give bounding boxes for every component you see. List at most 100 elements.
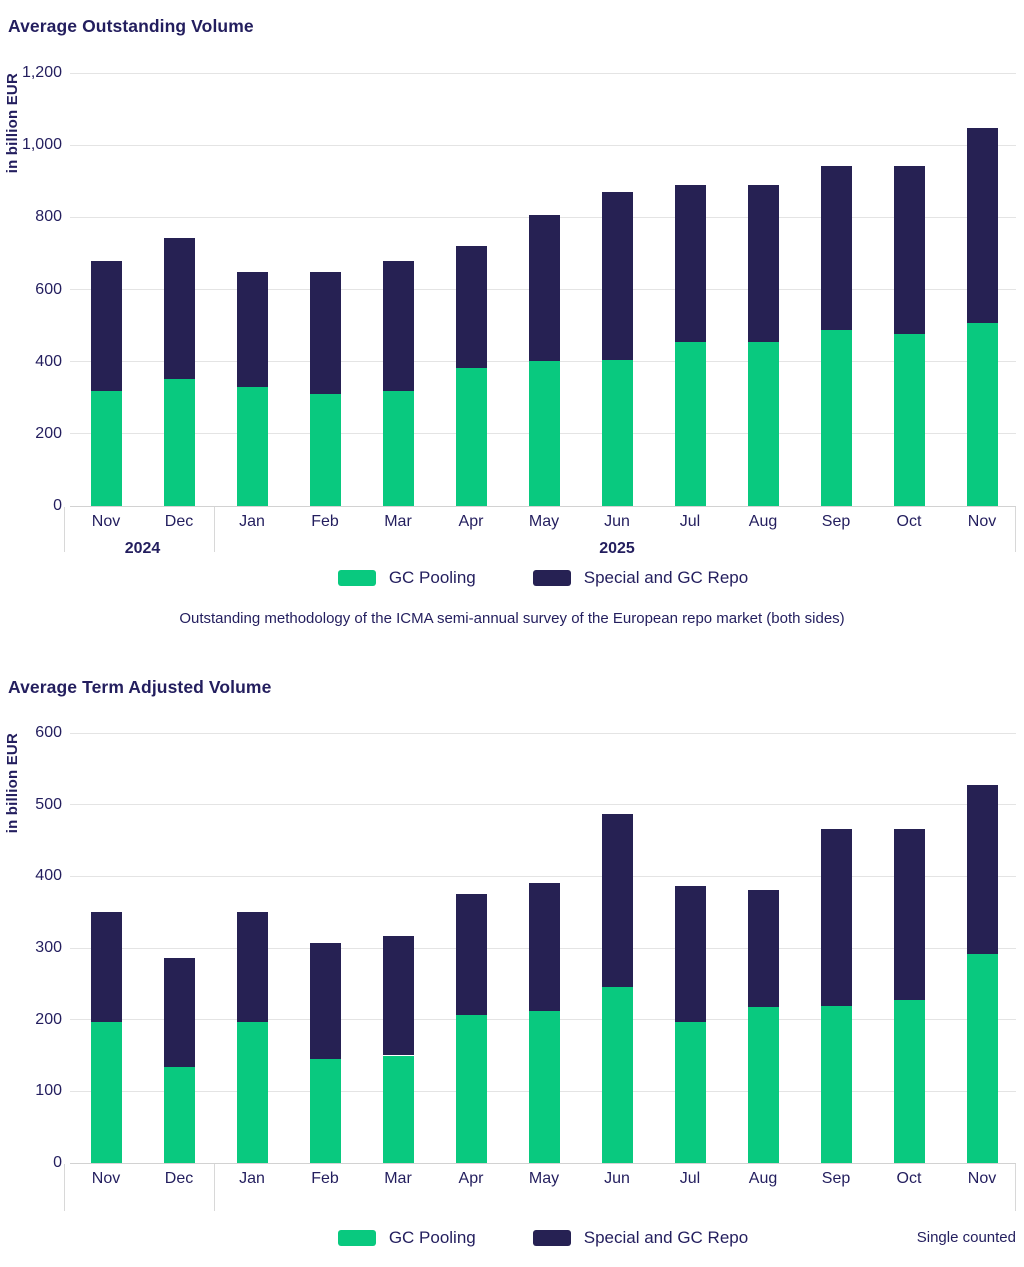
y-tick-label: 0 xyxy=(53,1154,62,1171)
bar-segment-special-gc-repo xyxy=(747,889,779,1007)
legend-item-gc-pooling: GC Pooling xyxy=(337,568,476,588)
axis-group-separator xyxy=(64,507,65,552)
y-tick-label: 1,000 xyxy=(21,136,62,154)
bar-segment-special-gc-repo xyxy=(382,260,414,391)
bar-segment-special-gc-repo xyxy=(966,784,998,955)
x-tick-label: Jan xyxy=(239,513,265,530)
legend-swatch-special-gc-repo-icon xyxy=(532,1230,571,1246)
bar-segment-special-gc-repo xyxy=(966,128,998,324)
bar-segment-gc-pooling xyxy=(163,1066,195,1163)
y-tick-label: 600 xyxy=(35,724,62,741)
bar-segment-gc-pooling xyxy=(747,1006,779,1163)
legend-label-gc-pooling: GC Pooling xyxy=(388,568,476,587)
x-tick-label: Sep xyxy=(821,1170,851,1187)
x-tick-label: Dec xyxy=(164,1170,194,1187)
bar-segment-special-gc-repo xyxy=(90,912,122,1022)
x-tick-label: Jun xyxy=(604,1170,630,1187)
bar-segment-special-gc-repo xyxy=(309,942,341,1060)
bar-segment-gc-pooling xyxy=(893,333,925,506)
bar-segment-gc-pooling xyxy=(90,390,122,506)
bar-segment-gc-pooling xyxy=(455,1014,487,1163)
x-tick-label: Oct xyxy=(896,1170,922,1187)
x-tick-label: Aug xyxy=(748,1170,778,1187)
legend-item-special-gc-repo: Special and GC Repo xyxy=(532,1228,749,1248)
chart-title-term-adjusted-volume: Average Term Adjusted Volume xyxy=(8,677,272,697)
x-tick-label: Jul xyxy=(679,1170,701,1187)
bar-segment-gc-pooling xyxy=(601,359,633,506)
bar-segment-special-gc-repo xyxy=(455,893,487,1015)
bar-segment-special-gc-repo xyxy=(820,165,852,331)
bar-segment-gc-pooling xyxy=(309,394,341,506)
bar-segment-gc-pooling xyxy=(601,987,633,1163)
y-tick-label: 800 xyxy=(35,208,62,226)
y-tick-label: 300 xyxy=(35,939,62,956)
bar-segment-gc-pooling xyxy=(747,341,779,506)
legend-label-gc-pooling: GC Pooling xyxy=(388,1228,476,1247)
bar-segment-special-gc-repo xyxy=(455,245,487,369)
x-tick-label: Mar xyxy=(384,1170,412,1187)
bar-segment-gc-pooling xyxy=(382,1055,414,1163)
x-tick-label: Nov xyxy=(91,1170,121,1187)
legend-term-adjusted: GC Pooling Special and GC Repo xyxy=(70,1228,1016,1248)
x-tick-label: Oct xyxy=(896,513,922,530)
bar-segment-special-gc-repo xyxy=(820,829,852,1007)
x-tick-label: Apr xyxy=(458,1170,484,1187)
bar-segment-gc-pooling xyxy=(163,378,195,506)
bar-segment-gc-pooling xyxy=(236,386,268,506)
x-tick-label: Nov xyxy=(967,513,997,530)
bar-segment-special-gc-repo xyxy=(674,886,706,1022)
y-tick-label: 400 xyxy=(35,867,62,885)
bar-segment-gc-pooling xyxy=(382,390,414,506)
x-tick-label: May xyxy=(528,513,560,530)
x-tick-label: Sep xyxy=(821,513,851,530)
x-tick-label: May xyxy=(528,1170,560,1187)
bar-segment-special-gc-repo xyxy=(528,882,560,1012)
bar-segment-special-gc-repo xyxy=(601,192,633,360)
single-counted-note: Single counted xyxy=(916,1229,1016,1246)
bar-segment-gc-pooling xyxy=(674,341,706,506)
bar-segment-gc-pooling xyxy=(309,1059,341,1163)
y-tick-label: 200 xyxy=(35,1010,62,1028)
legend-item-gc-pooling: GC Pooling xyxy=(337,1228,476,1248)
bar-segment-gc-pooling xyxy=(90,1021,122,1163)
gridline xyxy=(70,804,1016,806)
bar-segment-gc-pooling xyxy=(820,330,852,506)
x-tick-label: Aug xyxy=(748,513,778,530)
legend-item-special-gc-repo: Special and GC Repo xyxy=(532,568,749,588)
y-tick-label: 400 xyxy=(35,352,62,370)
bar-segment-special-gc-repo xyxy=(893,165,925,334)
bar-segment-gc-pooling xyxy=(455,368,487,506)
y-tick-label: 200 xyxy=(35,424,62,442)
bar-segment-special-gc-repo xyxy=(163,958,195,1067)
axis-group-separator xyxy=(64,1164,65,1211)
legend-label-special-gc-repo: Special and GC Repo xyxy=(583,1228,749,1247)
legend-swatch-special-gc-repo-icon xyxy=(532,570,571,586)
legend-swatch-gc-pooling-icon xyxy=(337,1230,376,1246)
legend-swatch-gc-pooling-icon xyxy=(337,570,376,586)
legend-label-special-gc-repo: Special and GC Repo xyxy=(583,568,749,587)
x-tick-label: Dec xyxy=(164,513,194,530)
x-tick-label: Nov xyxy=(967,1170,997,1187)
legend-outstanding: GC Pooling Special and GC Repo xyxy=(70,568,1016,588)
chart-title-outstanding-volume: Average Outstanding Volume xyxy=(8,16,254,36)
bar-segment-special-gc-repo xyxy=(90,260,122,391)
bar-segment-gc-pooling xyxy=(893,999,925,1163)
x-tick-label: Feb xyxy=(311,513,339,530)
bar-segment-gc-pooling xyxy=(966,323,998,506)
axis-group-separator xyxy=(214,1164,215,1211)
bar-segment-gc-pooling xyxy=(966,954,998,1163)
x-tick-label: Jun xyxy=(604,513,630,530)
bar-segment-gc-pooling xyxy=(528,360,560,506)
y-tick-label: 100 xyxy=(35,1082,62,1100)
y-tick-label: 500 xyxy=(35,795,62,813)
x-tick-label: Jul xyxy=(679,513,701,530)
axis-group-separator xyxy=(214,507,215,552)
x-tick-label: Mar xyxy=(384,513,412,530)
year-label: 2025 xyxy=(599,540,635,557)
bar-segment-special-gc-repo xyxy=(601,813,633,988)
y-tick-label: 1,200 xyxy=(21,64,62,81)
bar-segment-special-gc-repo xyxy=(528,215,560,361)
gridline xyxy=(70,144,1016,146)
